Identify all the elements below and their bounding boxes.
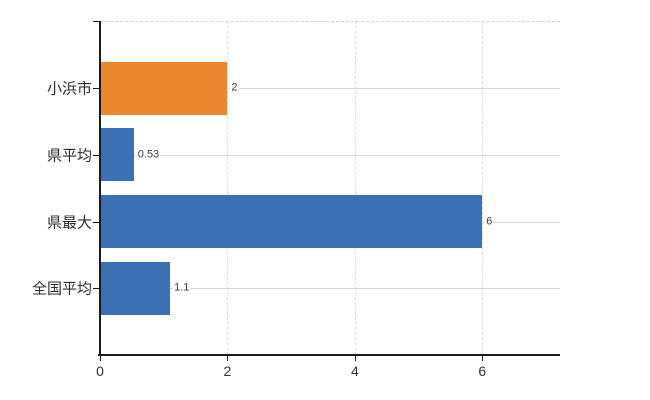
- v-gridline: [482, 21, 484, 355]
- y-axis-tick: [93, 221, 100, 223]
- bar: [100, 128, 134, 182]
- x-axis-tick: [100, 355, 101, 361]
- v-gridline: [354, 21, 356, 355]
- v-gridline: [227, 21, 229, 355]
- category-label: 県最大: [46, 214, 92, 231]
- x-tick-label: 6: [478, 363, 487, 379]
- x-axis-tick: [227, 355, 229, 361]
- x-tick-label: 0: [96, 363, 104, 379]
- x-axis-tick: [354, 355, 356, 361]
- bar-value-label: 6: [485, 215, 494, 228]
- x-axis-tick: [482, 355, 484, 361]
- x-tick-label: 4: [350, 363, 359, 379]
- category-label: 県平均: [46, 147, 92, 165]
- bar: [100, 195, 483, 248]
- bar: [100, 261, 171, 315]
- h-gridline: [100, 88, 560, 90]
- category-label: 小浜市: [46, 80, 92, 98]
- h-gridline: [100, 288, 560, 290]
- bar-value-label: 0.53: [136, 148, 161, 162]
- h-gridline: [100, 154, 560, 156]
- plot-top-border: [100, 21, 560, 22]
- y-axis-end-tick: [93, 21, 100, 22]
- bar-value-label: 1.1: [173, 281, 191, 295]
- y-axis-tick: [93, 88, 100, 90]
- y-axis: [99, 21, 101, 355]
- x-axis: [98, 354, 560, 356]
- category-label: 全国平均: [31, 280, 92, 298]
- bar-value-label: 2: [230, 81, 239, 95]
- y-axis-tick: [93, 154, 100, 156]
- bar: [100, 61, 228, 115]
- y-axis-tick: [93, 288, 100, 290]
- x-tick-label: 2: [223, 363, 232, 379]
